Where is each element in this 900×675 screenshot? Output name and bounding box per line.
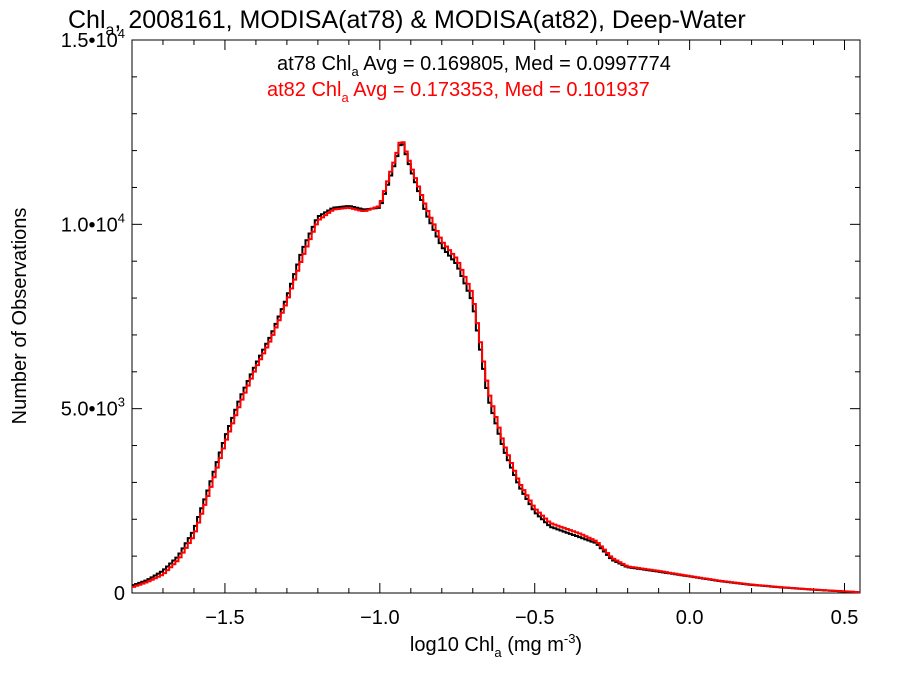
y-tick-label: 5.0•103 — [61, 395, 125, 421]
series-line-at82 — [132, 141, 860, 594]
legend-at82: at82 Chla Avg = 0.173353, Med = 0.101937 — [267, 79, 650, 105]
x-tick-label: 0.0 — [676, 607, 704, 629]
y-tick-exponent: 3 — [118, 395, 125, 410]
y-tick-label: 1.5•104 — [61, 26, 125, 52]
x-tick-label: −1.0 — [360, 607, 399, 629]
series-line-at78 — [132, 143, 860, 594]
plot-frame — [131, 39, 861, 594]
chart-title: Chla, 2008161, MODISA(at78) & MODISA(at8… — [68, 6, 746, 39]
x-tick-label: −0.5 — [515, 607, 554, 629]
y-tick-label: 1.0•104 — [61, 210, 125, 236]
axis-ticks — [131, 39, 860, 594]
y-tick-labels: 0 5.0•103 1.0•104 1.5•104 — [61, 26, 125, 605]
y-tick-label: 0 — [114, 583, 125, 605]
legend-at78-subscript: a — [352, 64, 360, 79]
legend-at78: at78 Chla Avg = 0.169805, Med = 0.099777… — [277, 53, 671, 79]
y-tick-exponent: 4 — [118, 26, 125, 41]
y-tick-exponent: 4 — [118, 210, 125, 225]
legend-at82-subscript: a — [342, 90, 350, 105]
x-axis-label: log10 Chla (mg m-3) — [410, 631, 582, 660]
x-tick-label: 0.5 — [831, 607, 859, 629]
y-axis-label: Number of Observations — [9, 208, 31, 425]
x-axis-label-superscript: -3 — [564, 631, 576, 646]
x-tick-label: −1.5 — [205, 607, 244, 629]
chart-title-subscript: a — [106, 22, 115, 39]
series-group — [132, 141, 860, 594]
x-axis-label-subscript: a — [494, 645, 502, 660]
x-tick-labels: −1.5 −1.0 −0.5 0.0 0.5 — [205, 607, 858, 629]
